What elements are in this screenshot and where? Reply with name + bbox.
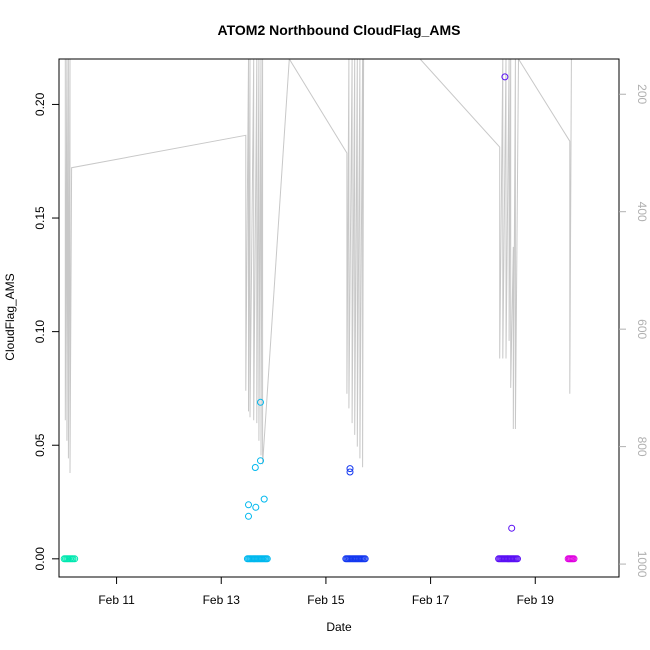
zero-run-3	[495, 555, 521, 563]
y-tick-label: 0.15	[33, 206, 47, 230]
y-tick-label: 0.20	[33, 92, 47, 116]
data-point	[71, 555, 79, 563]
x-axis-title: Date	[326, 620, 352, 634]
zero-run-2	[342, 555, 369, 563]
x-tick-label: Feb 13	[203, 593, 241, 607]
data-point	[346, 468, 354, 476]
plot-area-frame	[58, 58, 620, 578]
data-point	[245, 501, 252, 509]
x-tick-label: Feb 19	[517, 593, 555, 607]
data-point	[245, 512, 252, 520]
data-point	[263, 555, 271, 563]
y-axis-left: 0.00 0.05 0.10 0.15 0.20	[33, 92, 59, 570]
data-point	[361, 555, 369, 563]
y-tick-label: 0.00	[33, 547, 47, 571]
zero-run-4	[564, 555, 578, 563]
x-tick-label: Feb 15	[307, 593, 345, 607]
data-point	[260, 495, 268, 503]
chart-title: ATOM2 Northbound CloudFlag_AMS	[218, 22, 461, 38]
x-tick-label: Feb 17	[412, 593, 450, 607]
y2-tick-label: 800	[635, 437, 649, 457]
data-point	[346, 465, 354, 473]
x-tick-label: Feb 11	[98, 593, 135, 607]
y2-tick-label: 200	[635, 84, 649, 104]
data-points-layer	[60, 73, 578, 563]
y2-tick-label: 600	[635, 319, 649, 339]
y-tick-label: 0.05	[33, 433, 47, 457]
secondary-line-layer	[64, 59, 572, 474]
data-point	[257, 457, 264, 465]
data-point	[514, 555, 521, 563]
zero-run-1	[243, 555, 271, 563]
data-point	[508, 524, 516, 532]
y2-tick-label: 400	[635, 202, 649, 222]
data-point	[252, 503, 260, 511]
y2-tick-label: 1000	[635, 551, 649, 578]
data-point	[251, 464, 259, 471]
data-point	[501, 73, 509, 81]
y-tick-label: 0.10	[33, 320, 47, 344]
secondary-line	[64, 59, 572, 474]
data-point	[570, 555, 578, 563]
y-axis-right: 200 400 600 800 1000	[619, 84, 649, 578]
data-point	[257, 398, 264, 406]
x-axis: Feb 11 Feb 13 Feb 15 Feb 17 Feb 19	[98, 576, 555, 607]
y-axis-title: CloudFlag_AMS	[3, 273, 17, 360]
zero-run-0	[60, 555, 77, 563]
